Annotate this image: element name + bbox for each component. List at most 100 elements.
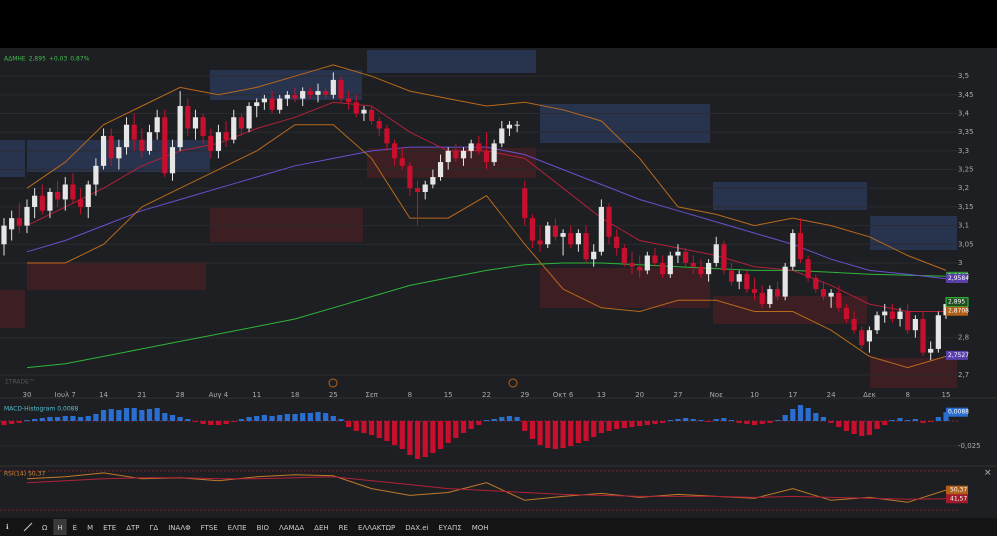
candle-body: [407, 165, 413, 189]
macd-bar: [361, 421, 367, 433]
toolbar-item[interactable]: FTSE: [201, 524, 218, 532]
macd-bar: [928, 421, 934, 422]
candle-body: [238, 117, 245, 129]
macd-bar: [759, 421, 765, 424]
macd-bar: [583, 421, 589, 441]
macd-bar: [614, 421, 620, 429]
candle-body: [284, 94, 290, 99]
macd-bar: [499, 417, 505, 421]
macd-bar: [683, 418, 689, 421]
toolbar-item[interactable]: ΕΤΕ: [103, 524, 116, 532]
macd-bar: [705, 421, 712, 422]
toolbar-item[interactable]: ΙΝΑΛΦ: [168, 524, 191, 532]
toolbar-item[interactable]: ΓΔ: [150, 524, 159, 532]
candle-body: [146, 132, 153, 151]
candle-body: [177, 106, 183, 148]
indicator-line: [26, 64, 947, 271]
toolbar-item[interactable]: ΔΤΡ: [126, 524, 139, 532]
toolbar-item[interactable]: Μ: [87, 524, 93, 532]
x-tick-label: 21: [137, 391, 146, 399]
macd-bar: [736, 421, 742, 423]
macd-bar: [346, 421, 352, 427]
macd-bar: [491, 419, 497, 421]
toolbar-item[interactable]: ΜΟΗ: [472, 524, 489, 532]
y-tick-label: 3,15: [958, 203, 974, 211]
macd-bar: [897, 418, 903, 421]
macd-bar: [552, 421, 559, 449]
toolbar-item[interactable]: ΕΛΛΑΚΤΩΡ: [358, 524, 395, 532]
toolbar-item[interactable]: DAX.ei: [405, 524, 428, 532]
macd-bar: [131, 408, 137, 421]
candle-body: [568, 233, 574, 245]
toolbar-item[interactable]: RE: [339, 524, 348, 532]
x-tick-label: 25: [329, 391, 338, 399]
macd-bar: [621, 421, 627, 428]
macd-bar: [269, 416, 275, 421]
macd-bar: [575, 421, 581, 443]
rsi-label-box: [946, 494, 968, 504]
macd-bar: [231, 421, 237, 422]
macd-bar: [162, 413, 168, 421]
macd-bar: [24, 420, 30, 421]
toolbar-item[interactable]: Η: [57, 524, 62, 532]
macd-bar: [767, 421, 773, 423]
candle-body: [690, 262, 696, 267]
candle-body: [805, 259, 811, 278]
macd-bar: [422, 421, 428, 457]
toolbar-item[interactable]: Ε: [73, 524, 77, 532]
candle-body: [797, 233, 804, 260]
close-icon[interactable]: ✕: [984, 469, 992, 479]
macd-bar: [238, 419, 245, 421]
x-tick-label: 17: [788, 391, 797, 399]
macd-bar: [399, 421, 405, 449]
candle-body: [277, 98, 283, 110]
quote-change: +0,03: [49, 56, 68, 63]
toolbar-item[interactable]: ΕΥΑΠΣ: [439, 524, 462, 532]
candle-body: [866, 330, 873, 342]
candle-body: [751, 289, 758, 293]
rsi-label: 50,37: [950, 487, 967, 494]
toolbar-item[interactable]: ΔΕΗ: [314, 524, 328, 532]
demand-zone: [0, 290, 25, 328]
candle-body: [537, 240, 543, 245]
macd-bar: [690, 419, 696, 421]
macd-bar: [93, 414, 99, 421]
candle-body: [315, 91, 321, 95]
x-tick-label: 22: [482, 391, 491, 399]
x-tick-label: 27: [673, 391, 682, 399]
price-label: 2,8708: [948, 308, 969, 315]
macd-bar: [32, 419, 38, 421]
y-tick-label: 3,3: [958, 147, 969, 155]
candle-body: [935, 315, 941, 349]
draw-icon[interactable]: [23, 522, 33, 532]
macd-bar: [728, 420, 735, 421]
event-icon[interactable]: [328, 378, 518, 388]
candle-body: [55, 191, 61, 200]
macd-bar: [522, 421, 528, 431]
macd-bar: [560, 421, 566, 448]
macd-bar: [284, 414, 290, 421]
macd-bar: [675, 419, 681, 421]
toolbar-item[interactable]: BIO: [257, 524, 270, 532]
candle-body: [828, 292, 834, 297]
macd-bar: [445, 421, 451, 443]
toolbar-item[interactable]: ΛΑΜΔΑ: [279, 524, 304, 532]
toolbar-item[interactable]: Ω: [42, 524, 48, 532]
macd-bar: [192, 421, 199, 422]
macd-bar: [660, 421, 666, 423]
x-tick-label: 13: [597, 391, 606, 399]
candle-body: [744, 274, 750, 290]
supply-zone: [540, 104, 710, 143]
macd-bar: [751, 421, 758, 425]
info-icon[interactable]: ℹ: [6, 523, 9, 531]
macd-bar: [851, 421, 857, 434]
candle-body: [437, 162, 444, 178]
x-tick-label: 15: [444, 391, 453, 399]
watermark: ΣTRADE™: [5, 379, 35, 386]
macd-bar: [629, 421, 635, 427]
indicator-line: [27, 124, 947, 369]
candle-body: [123, 124, 130, 148]
candle-body: [721, 244, 727, 271]
toolbar-item[interactable]: ΕΛΠΕ: [228, 524, 247, 532]
candle-body: [47, 191, 53, 211]
